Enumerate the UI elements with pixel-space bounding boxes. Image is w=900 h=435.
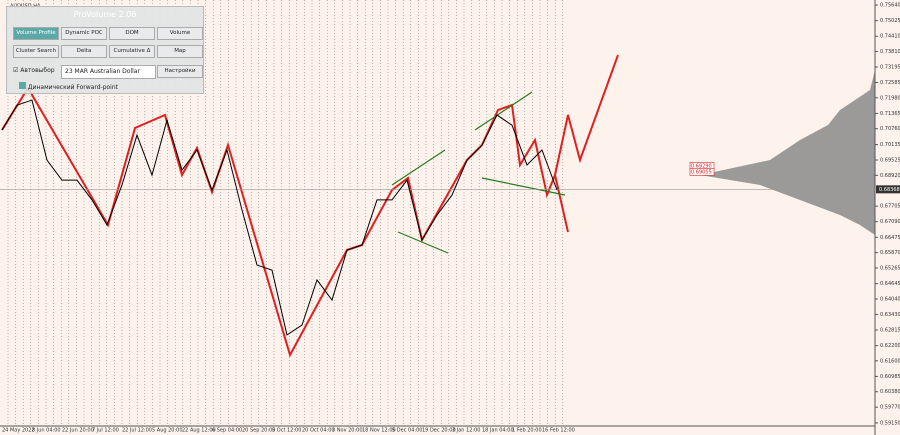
- y-tick-label: 0.65265: [880, 265, 900, 271]
- x-tick-label: 5 Dec 04:00: [392, 428, 422, 434]
- provolume-panel: ProVolume 2.06 Volume Profile Dynamic POC…: [6, 6, 204, 94]
- level-box: [689, 168, 715, 176]
- y-tick-label: 0.73810: [880, 49, 900, 55]
- x-tick-label: 22 Jul 12:00: [122, 428, 152, 434]
- y-tick-label: 0.67090: [880, 219, 900, 225]
- y-tick-label: 0.67705: [880, 204, 900, 210]
- x-tick-label: 3 Jan 12:00: [452, 428, 480, 434]
- x-tick-label: 16 Feb 12:00: [542, 428, 575, 434]
- y-tick-label: 0.60985: [880, 374, 900, 380]
- x-tick-label: 6 Sep 04:00: [212, 428, 242, 434]
- y-tick-label: 0.59150: [880, 420, 900, 426]
- x-tick-label: 5 Aug 20:00: [152, 428, 183, 434]
- panel-button[interactable]: Cumulative Δ: [109, 45, 155, 58]
- y-tick-label: 0.66475: [880, 235, 900, 241]
- panel-button[interactable]: Volume: [157, 27, 203, 40]
- level-label: 0.69290: [691, 163, 712, 169]
- y-tick-label: 0.74410: [880, 34, 900, 40]
- y-tick-label: 0.59770: [880, 405, 900, 411]
- x-tick-label: 24 May 2022: [2, 428, 35, 434]
- instrument-select[interactable]: 23 MAR Australian Dollar: [61, 65, 156, 79]
- x-tick-label: 22 Aug 12:00: [182, 428, 216, 434]
- x-tick-label: 19 Dec 20:00: [422, 428, 456, 434]
- x-tick-label: 7 Jul 12:00: [92, 428, 119, 434]
- y-tick-label: 0.69525: [880, 158, 900, 164]
- y-tick-label: 0.73195: [880, 65, 900, 71]
- trend-lines: [391, 91, 566, 254]
- y-tick-label: 0.65870: [880, 250, 900, 256]
- y-tick-label: 0.63430: [880, 312, 900, 318]
- y-tick-label: 0.70760: [880, 126, 900, 132]
- y-tick-label: 0.72585: [880, 80, 900, 86]
- y-tick-label: 0.64645: [880, 281, 900, 287]
- panel-button[interactable]: Delta: [61, 45, 107, 58]
- volume-profile: [700, 70, 875, 235]
- x-tick-label: 3 Nov 20:00: [332, 428, 363, 434]
- current-price-box: [876, 185, 900, 194]
- y-tick-label: 0.75025: [880, 18, 900, 24]
- x-tick-label: 18 Jan 04:00: [482, 428, 514, 434]
- x-tick-label: 20 Oct 04:00: [302, 428, 335, 434]
- x-tick-label: 22 Jun 20:00: [62, 428, 94, 434]
- x-tick-label: 8 Jun 04:00: [32, 428, 61, 434]
- panel-button[interactable]: DOM: [109, 27, 155, 40]
- y-tick-label: 0.75640: [880, 3, 900, 9]
- y-tick-label: 0.62200: [880, 343, 900, 349]
- panel-button[interactable]: Map: [157, 45, 203, 58]
- y-tick-label: 0.60380: [880, 389, 900, 395]
- y-tick-label: 0.70135: [880, 142, 900, 148]
- forecast: [554, 54, 619, 176]
- panel-button[interactable]: Volume Profile: [13, 27, 59, 40]
- x-tick-label: 20 Sep 20:00: [242, 428, 275, 434]
- forward-label: Динамический Forward-point: [27, 84, 118, 91]
- y-tick-label: 0.61600: [880, 358, 900, 364]
- y-tick-label: 0.68920: [880, 173, 900, 179]
- auto-label: Автовыбор: [20, 67, 55, 74]
- x-tick-label: 1 Feb 20:00: [512, 428, 542, 434]
- current-price-label: 0.68368: [879, 187, 900, 193]
- panel-title: ProVolume 2.06: [73, 10, 137, 19]
- price-line: [1, 99, 558, 336]
- auto-checkbox[interactable]: ☑ Автовыбор: [13, 67, 55, 74]
- panel-button[interactable]: Cluster Search: [13, 45, 59, 58]
- x-tick-label: 5 Oct 12:00: [272, 428, 301, 434]
- zigzag: [1, 86, 569, 358]
- level-label: 0.69055: [691, 169, 712, 175]
- y-tick-label: 0.64040: [880, 296, 900, 302]
- forward-checkbox[interactable]: Динамический Forward-point: [19, 82, 118, 91]
- settings-button[interactable]: Настройки: [157, 65, 203, 78]
- x-tick-label: 18 Nov 12:00: [362, 428, 396, 434]
- y-tick-label: 0.71365: [880, 111, 900, 117]
- y-tick-label: 0.71980: [880, 95, 900, 101]
- panel-button[interactable]: Dynamic POC: [61, 27, 107, 40]
- y-tick-label: 0.62815: [880, 328, 900, 334]
